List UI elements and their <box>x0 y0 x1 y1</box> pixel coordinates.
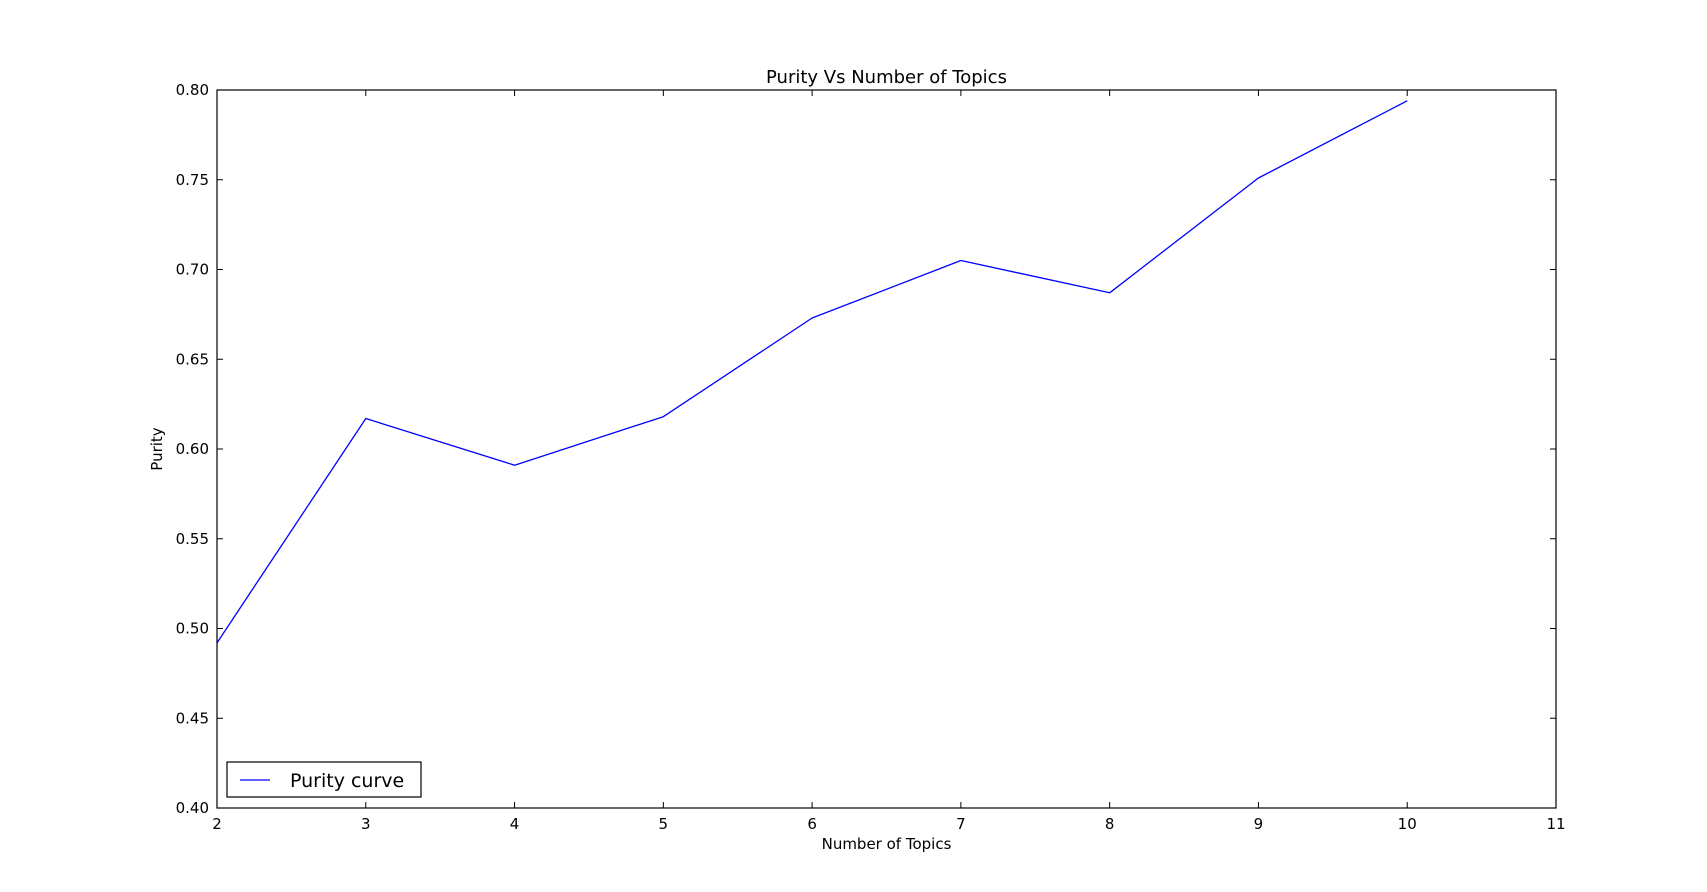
y-tick-label: 0.45 <box>176 709 209 727</box>
series-layer <box>217 101 1407 643</box>
y-tick-label: 0.40 <box>176 799 209 817</box>
x-tick-label: 3 <box>361 815 371 833</box>
y-tick-label: 0.55 <box>176 530 209 548</box>
y-axis-label: Purity <box>148 427 166 471</box>
plot-area-frame <box>217 90 1556 808</box>
y-tick-label: 0.75 <box>176 171 209 189</box>
y-tick-label: 0.65 <box>176 350 209 368</box>
y-tick-label: 0.60 <box>176 440 209 458</box>
x-axis-label: Number of Topics <box>822 835 952 853</box>
x-tick-label: 11 <box>1546 815 1565 833</box>
series-line-purity-curve <box>217 101 1407 643</box>
x-tick-label: 10 <box>1398 815 1417 833</box>
x-tick-label: 5 <box>659 815 669 833</box>
x-tick-label: 2 <box>212 815 222 833</box>
x-tick-label: 9 <box>1254 815 1264 833</box>
chart-title: Purity Vs Number of Topics <box>766 67 1007 88</box>
x-tick-label: 8 <box>1105 815 1115 833</box>
y-tick-label: 0.70 <box>176 261 209 279</box>
y-tick-label: 0.80 <box>176 81 209 99</box>
y-tick-label: 0.50 <box>176 620 209 638</box>
legend-label-purity-curve: Purity curve <box>290 770 404 792</box>
x-tick-label: 6 <box>807 815 817 833</box>
axis-ticks: 2 3 4 5 6 7 8 9 10 11 0.40 0.45 0.50 0.55 0.60 0.65 0.70… <box>176 81 1566 833</box>
x-tick-label: 7 <box>956 815 966 833</box>
x-tick-label: 4 <box>510 815 520 833</box>
legend: Purity curve <box>227 762 421 797</box>
